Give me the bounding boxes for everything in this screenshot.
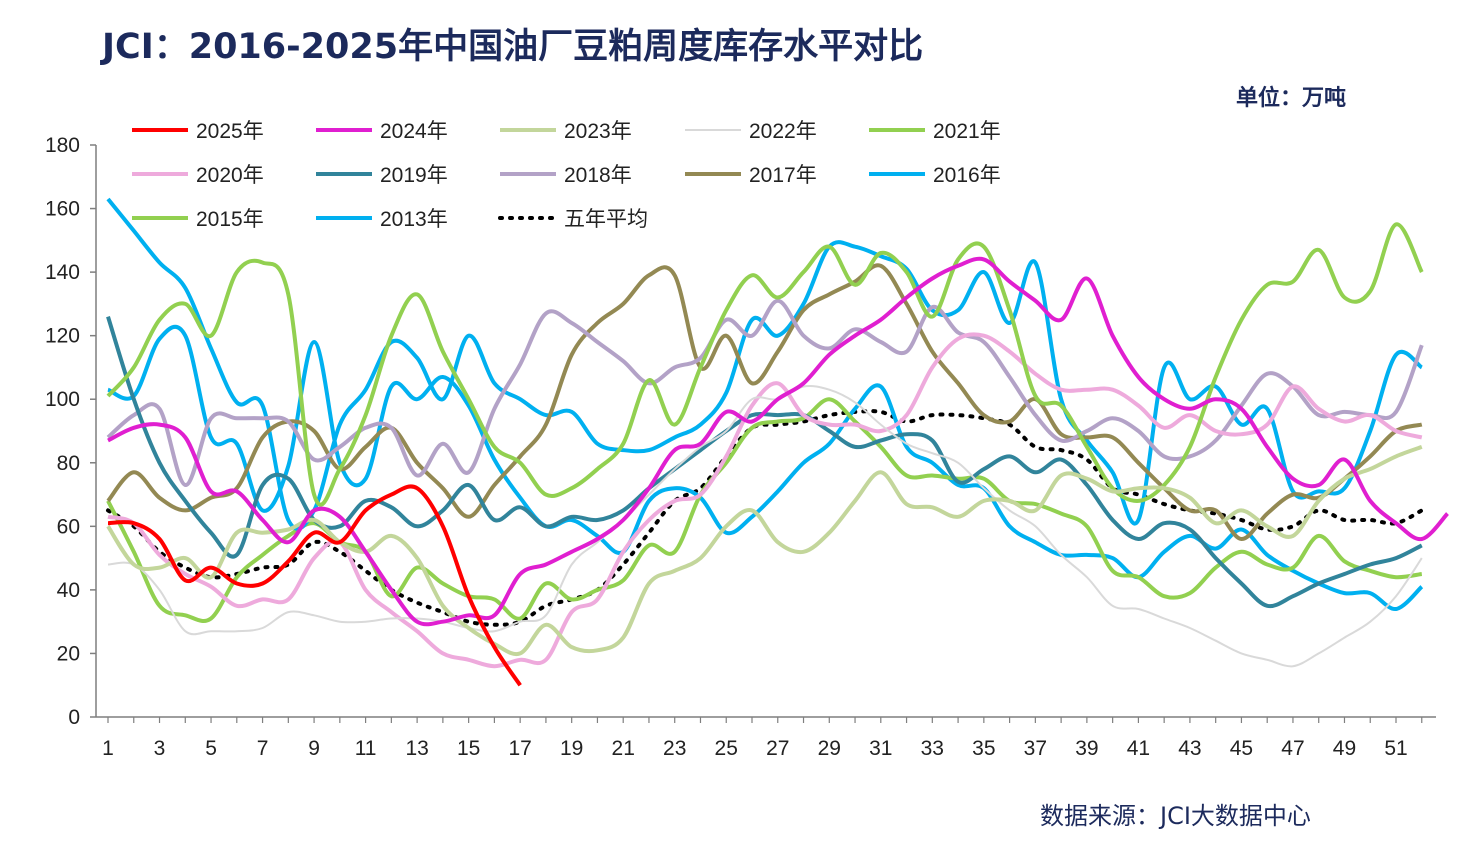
unit-label: 单位：万吨 xyxy=(1236,86,1347,111)
source-note: 数据来源：JCI大数据中心 xyxy=(1040,802,1311,830)
legend-label-2: 2023年 xyxy=(564,120,632,143)
x-tick-label: 37 xyxy=(1024,737,1047,760)
x-tick-label: 7 xyxy=(257,737,269,760)
legend-label-7: 2018年 xyxy=(564,164,632,187)
legend-label-1: 2024年 xyxy=(380,120,448,143)
x-tick-label: 49 xyxy=(1333,737,1356,760)
series-line-1 xyxy=(107,256,1449,627)
x-tick-label: 13 xyxy=(405,737,428,760)
y-tick-label: 180 xyxy=(45,134,80,157)
legend-label-5: 2020年 xyxy=(196,164,264,187)
x-tick-label: 21 xyxy=(612,737,635,760)
x-tick-label: 33 xyxy=(921,737,944,760)
legend-label-11: 2013年 xyxy=(380,208,448,231)
legend-label-6: 2019年 xyxy=(380,164,448,187)
series-line-7 xyxy=(106,298,1424,488)
series-layer xyxy=(106,197,1449,687)
legend-label-3: 2022年 xyxy=(749,120,817,143)
y-tick-label: 80 xyxy=(57,452,80,475)
page-title: JCI：2016-2025年中国油厂豆粕周度库存水平对比 xyxy=(102,27,924,67)
x-tick-label: 17 xyxy=(508,737,531,760)
x-tick-label: 1 xyxy=(102,737,114,760)
x-tick-label: 47 xyxy=(1281,737,1304,760)
x-tick-label: 15 xyxy=(457,737,480,760)
x-tick-label: 31 xyxy=(869,737,892,760)
x-tick-label: 39 xyxy=(1075,737,1098,760)
series-line-4 xyxy=(106,222,1424,507)
legend-label-4: 2021年 xyxy=(933,120,1001,143)
y-tick-label: 100 xyxy=(45,388,80,411)
series-line-5 xyxy=(107,332,1423,669)
x-tick-label: 43 xyxy=(1178,737,1201,760)
legend-label-10: 2015年 xyxy=(196,208,264,231)
series-line-11 xyxy=(107,324,1424,611)
x-tick-label: 29 xyxy=(818,737,841,760)
series-line-0 xyxy=(107,484,522,687)
series-line-3 xyxy=(107,384,1423,668)
series-line-9 xyxy=(106,197,1424,531)
x-tick-label: 51 xyxy=(1384,737,1407,760)
x-tick-label: 41 xyxy=(1127,737,1150,760)
y-tick-label: 20 xyxy=(57,642,80,665)
x-tick-label: 3 xyxy=(154,737,166,760)
legend-label-9: 2016年 xyxy=(933,164,1001,187)
x-tick-label: 11 xyxy=(355,737,377,760)
legend-label-12: 五年平均 xyxy=(564,208,648,231)
x-tick-label: 25 xyxy=(715,737,738,760)
x-tick-label: 23 xyxy=(663,737,686,760)
x-tick-label: 45 xyxy=(1230,737,1253,760)
x-tick-label: 19 xyxy=(560,737,583,760)
x-tick-label: 9 xyxy=(308,737,320,760)
legend-label-8: 2017年 xyxy=(749,164,817,187)
x-tick-label: 5 xyxy=(205,737,217,760)
series-line-2 xyxy=(106,445,1423,657)
y-tick-label: 160 xyxy=(45,198,80,221)
x-tick-label: 35 xyxy=(972,737,995,760)
legend-label-0: 2025年 xyxy=(196,120,264,143)
y-tick-label: 120 xyxy=(45,325,80,348)
y-tick-label: 60 xyxy=(57,515,80,538)
y-tick-label: 0 xyxy=(68,706,80,729)
y-tick-label: 140 xyxy=(45,261,80,284)
x-tick-label: 27 xyxy=(766,737,789,760)
legend: 2025年 2024年 2023年 2022年 2021年 2020年 2019年 2018年… xyxy=(132,120,1001,231)
y-tick-label: 40 xyxy=(57,579,80,602)
